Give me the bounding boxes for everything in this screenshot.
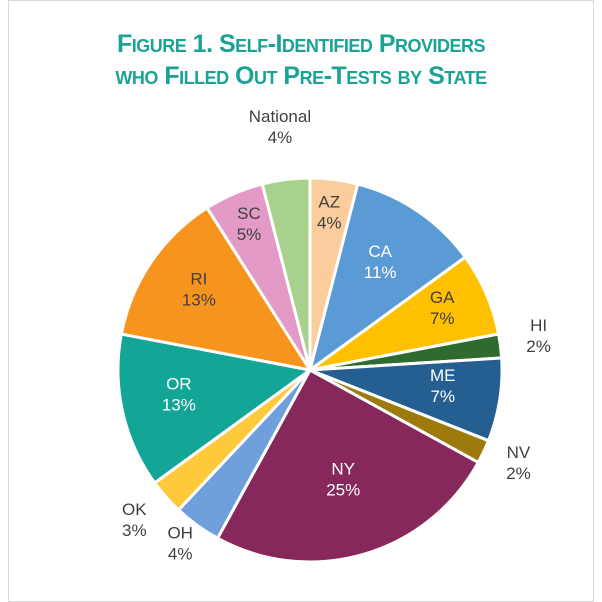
data-label: National 4%	[249, 107, 311, 147]
value-label: 2%	[506, 464, 531, 483]
value-label: 7%	[430, 387, 455, 406]
pie-slice	[260, 176, 312, 372]
category-label: GA	[430, 288, 455, 307]
category-label: NY	[331, 459, 355, 478]
data-label: NY 25%	[326, 459, 360, 499]
data-label: CA 11%	[364, 242, 397, 282]
value-label: 25%	[326, 480, 360, 499]
data-label: SC 5%	[237, 204, 262, 244]
value-label: 3%	[122, 521, 147, 540]
pie-slice	[116, 332, 312, 485]
category-label: HI	[530, 316, 547, 335]
category-label: SC	[237, 204, 261, 223]
value-label: 13%	[162, 395, 196, 414]
value-label: 4%	[168, 545, 193, 564]
data-label: NV 2%	[506, 443, 531, 483]
category-label: RI	[190, 269, 207, 288]
category-label: ME	[430, 366, 456, 385]
pie-slice	[119, 206, 312, 372]
value-label: 11%	[364, 263, 397, 282]
value-label: 13%	[182, 290, 216, 309]
value-label: 7%	[430, 309, 455, 328]
pie-slice	[216, 368, 480, 564]
category-label: OR	[166, 374, 192, 393]
value-label: 4%	[268, 128, 293, 147]
category-label: CA	[368, 242, 392, 261]
data-label: HI 2%	[526, 316, 551, 356]
category-label: OH	[167, 524, 193, 543]
category-label: AZ	[318, 193, 340, 212]
chart-title-line: who Filled Out Pre-Tests by State	[115, 62, 487, 90]
category-label: NV	[507, 443, 531, 462]
data-label: OK 3%	[122, 500, 147, 540]
data-label: AZ 4%	[317, 193, 342, 233]
value-label: 5%	[237, 225, 262, 244]
data-label: RI 13%	[182, 269, 216, 309]
value-label: 2%	[526, 337, 551, 356]
chart-title-line: Figure 1. Self-Identified Providers	[117, 30, 486, 58]
category-label: National	[249, 107, 311, 126]
category-label: OK	[122, 500, 147, 519]
data-label: OR 13%	[162, 374, 196, 414]
value-label: 4%	[317, 214, 342, 233]
data-label: OH 4%	[167, 524, 193, 564]
data-label: GA 7%	[430, 288, 455, 328]
data-label: ME 7%	[430, 366, 456, 406]
pie-slice	[308, 182, 467, 372]
